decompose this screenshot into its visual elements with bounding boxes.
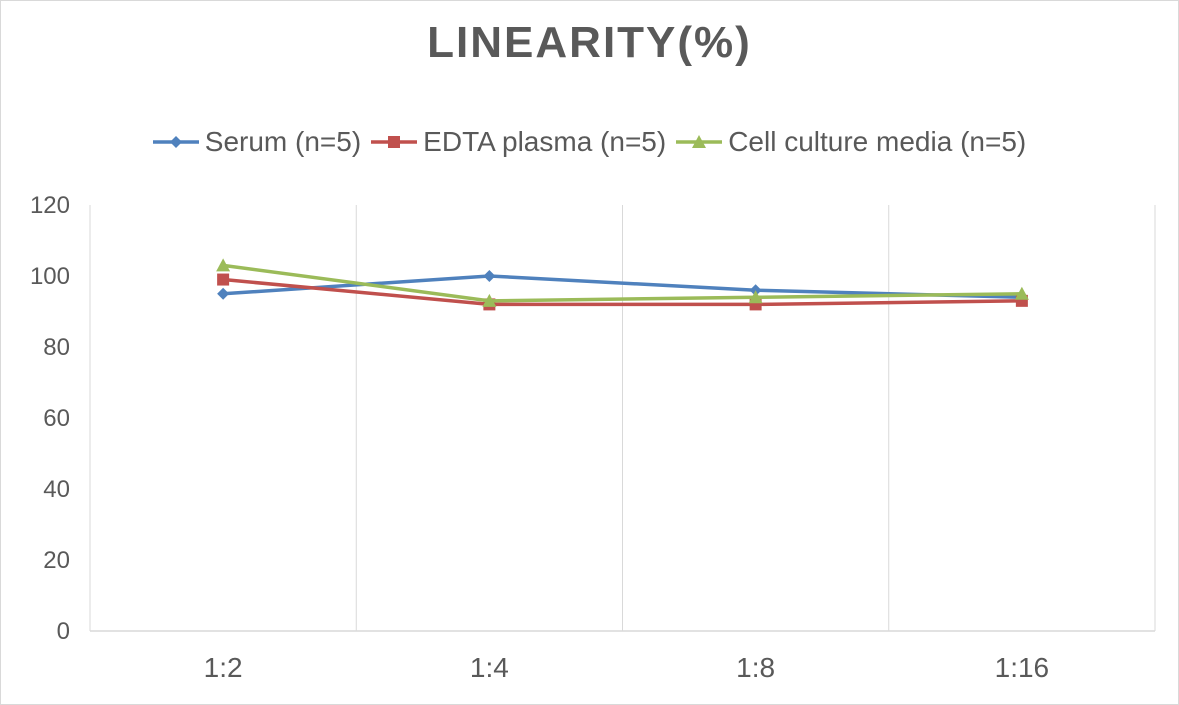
legend-swatch-serum [152,136,199,148]
chart-title: LINEARITY(%) [427,18,752,67]
data-point-1 [217,273,230,286]
legend-item-edta-plasma: EDTA plasma (n=5) [371,126,666,158]
legend-label-edta-plasma: EDTA plasma (n=5) [423,126,667,157]
series-line-1 [222,277,1022,307]
data-point-2 [748,290,763,304]
x-tick-label: 1:16 [995,652,1050,683]
legend-marker [692,135,707,148]
data-point-2 [482,293,497,307]
data-point-0 [749,284,762,297]
x-tick-label: 1:2 [204,652,243,683]
x-tick-label: 1:4 [470,652,509,683]
legend-item-serum: Serum (n=5) [152,126,362,158]
y-tick-label: 100 [30,263,70,290]
legend-label-cell-culture-media: Cell culture media (n=5) [728,126,1027,157]
data-point-2 [1014,286,1029,300]
y-tick-label: 120 [30,192,70,219]
y-tick-label: 80 [43,334,70,361]
legend-marker [388,136,401,148]
x-tick-label: 1:8 [736,652,775,683]
legend-marker [169,136,182,148]
y-tick-label: 60 [43,405,70,432]
data-point-0 [483,270,496,282]
y-tick-label: 20 [43,547,70,574]
legend-label-serum: Serum (n=5) [204,126,362,157]
y-tick-label: 0 [57,618,70,645]
legend-swatch-cell-culture-media [676,135,723,148]
data-point-2 [216,258,231,272]
series-line-2 [222,263,1022,303]
chart-legend: Serum (n=5) EDTA plasma (n=5) Cell cultu… [0,120,1179,164]
legend-swatch-edta-plasma [371,136,418,148]
data-point-0 [217,287,230,300]
series-line-0 [223,274,1022,300]
y-tick-label: 40 [43,476,70,503]
legend-item-cell-culture-media: Cell culture media (n=5) [676,126,1026,158]
